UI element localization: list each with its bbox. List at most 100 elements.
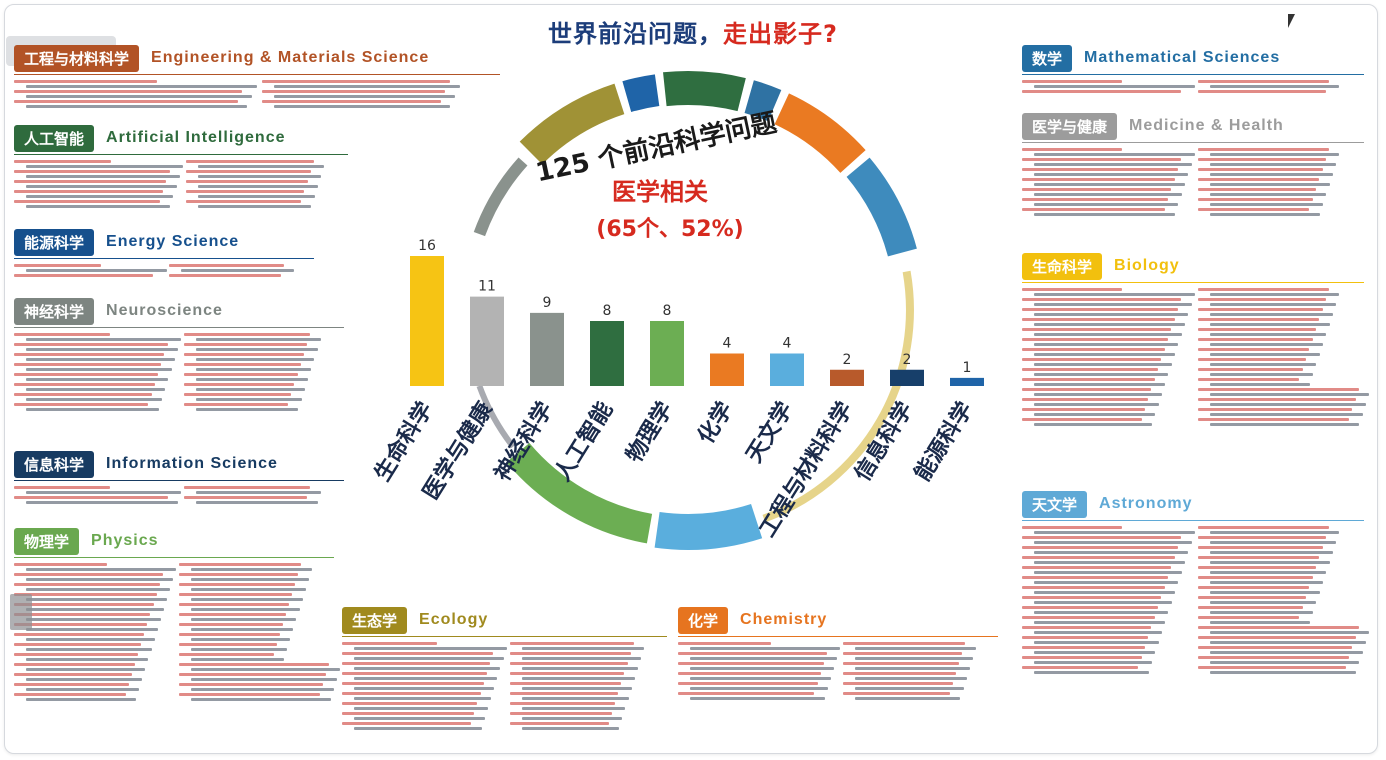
bar-2: [470, 296, 504, 386]
section-badge: 生态学: [342, 606, 408, 634]
section-english-title: Chemistry: [740, 611, 828, 628]
question-line: [1022, 636, 1149, 639]
question-line: [690, 647, 841, 650]
question-line: [1210, 173, 1333, 176]
question-line: [196, 408, 299, 411]
question-line: [1034, 203, 1179, 206]
question-line: [196, 368, 312, 371]
question-line: [262, 100, 441, 103]
question-line: [1198, 308, 1323, 311]
mouse-cursor-icon: [1288, 14, 1295, 28]
question-line: [14, 563, 107, 566]
question-line: [1022, 188, 1172, 191]
question-line: [196, 348, 318, 351]
question-line: [678, 652, 827, 655]
question-line: [198, 175, 322, 178]
question-line: [354, 707, 488, 710]
category-label: 生命科学: [369, 397, 438, 485]
question-line: [191, 598, 303, 601]
question-line: [843, 662, 960, 665]
question-line: [1210, 671, 1357, 674]
question-line: [26, 618, 161, 621]
data-label: 4: [783, 336, 792, 352]
question-line: [26, 388, 166, 391]
question-line: [1022, 148, 1122, 151]
bar-9: [890, 369, 924, 386]
question-line: [1198, 90, 1326, 93]
question-line: [342, 642, 437, 645]
question-line: [14, 593, 157, 596]
section-badge: 生命科学: [1022, 252, 1103, 280]
question-line: [26, 398, 162, 401]
question-line: [1210, 323, 1330, 326]
question-line: [196, 388, 305, 391]
question-line: [179, 653, 274, 656]
question-line: [191, 678, 337, 681]
question-line: [179, 583, 296, 586]
question-line: [690, 657, 838, 660]
question-line: [1022, 556, 1175, 559]
question-line: [26, 688, 140, 691]
question-line: [1210, 163, 1337, 166]
question-line: [26, 588, 171, 591]
question-line: [354, 657, 504, 660]
question-line: [14, 693, 126, 696]
question-line: [196, 491, 321, 494]
question-line: [1034, 303, 1192, 306]
question-line: [14, 393, 152, 396]
question-line: [1198, 148, 1330, 151]
question-line: [354, 677, 498, 680]
question-line: [1022, 298, 1182, 301]
side-tab-handle[interactable]: [10, 594, 32, 630]
question-line: [1210, 403, 1367, 406]
section-information: 信息科学 Information Science: [14, 450, 344, 506]
question-line: [179, 593, 293, 596]
question-line: [509, 682, 622, 685]
question-line: [191, 668, 340, 671]
bar-7: [770, 353, 804, 386]
question-line: [1198, 616, 1300, 619]
ring-segment: [774, 93, 866, 174]
question-line: [1210, 423, 1360, 426]
question-line: [1210, 313, 1333, 316]
question-line: [1198, 198, 1313, 201]
category-label: 能源科学: [909, 397, 978, 485]
question-line: [1022, 566, 1172, 569]
question-line: [1034, 561, 1186, 564]
ring-segment: [622, 74, 660, 113]
question-line: [521, 687, 632, 690]
question-line: [1022, 646, 1145, 649]
section-ai: 人工智能 Artificial Intelligence: [14, 124, 348, 210]
question-line: [1198, 318, 1320, 321]
question-line: [184, 403, 288, 406]
question-line: [1022, 158, 1182, 161]
section-badge: 医学与健康: [1022, 112, 1118, 140]
section-rule: [14, 258, 314, 259]
question-line: [186, 170, 311, 173]
question-line: [1198, 368, 1303, 371]
question-line: [26, 598, 168, 601]
question-line: [1022, 288, 1122, 291]
question-line: [191, 658, 284, 661]
question-line: [14, 80, 157, 83]
question-line: [1034, 163, 1192, 166]
question-line: [14, 623, 148, 626]
question-line: [1198, 80, 1330, 83]
question-line: [1022, 208, 1165, 211]
ring-segment: [744, 80, 782, 122]
section-rule: [678, 636, 998, 637]
question-line: [14, 333, 110, 336]
ring-segment: [506, 442, 653, 544]
question-line: [14, 603, 154, 606]
question-line: [198, 205, 312, 208]
question-line: [191, 688, 334, 691]
question-line: [1198, 178, 1320, 181]
question-line: [184, 343, 308, 346]
section-badge: 神经科学: [14, 297, 95, 325]
question-line: [1022, 388, 1152, 391]
section-engineering: 工程与材料科学 Engineering & Materials Science: [14, 44, 500, 110]
question-line: [26, 578, 174, 581]
question-line: [186, 180, 308, 183]
question-line: [1198, 348, 1310, 351]
question-line: [26, 698, 137, 701]
